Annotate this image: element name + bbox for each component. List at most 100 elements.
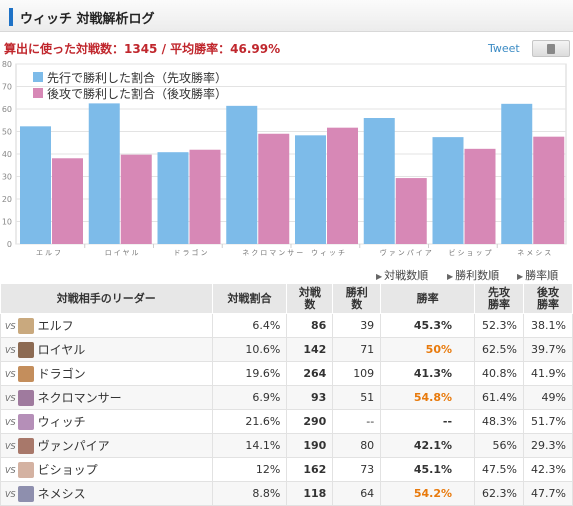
matches-cell: 118: [286, 481, 334, 506]
wins-cell: 109: [332, 361, 382, 386]
col-leader: 対戦相手のリーダー: [0, 283, 213, 314]
y-tick-label: 20: [2, 195, 12, 204]
x-tick-label: ヴァンパイア: [380, 248, 434, 257]
share-cell: 6.4%: [211, 313, 288, 338]
leader-avatar: [17, 365, 34, 382]
tweet-link[interactable]: Tweet: [488, 42, 520, 55]
bar-second: [120, 154, 152, 244]
winrate-cell: 54.2%: [380, 481, 476, 506]
col-first: 先攻勝率: [474, 283, 524, 314]
share-cell: 6.9%: [211, 385, 288, 410]
sort-bar: ▶ 対戦数順 ▶ 勝利数順 ▶ 勝率順: [0, 265, 573, 283]
x-tick-label: ドラゴン: [174, 248, 210, 257]
table-row: VS ウィッチ 21.6% 290 -- -- 48.3% 51.7%: [0, 409, 573, 434]
col-share: 対戦割合: [211, 283, 288, 314]
winrate-cell: 50%: [380, 337, 476, 362]
winrate-cell: 42.1%: [380, 433, 476, 458]
wins-cell: 39: [332, 313, 382, 338]
leader-name: ネメシス: [37, 487, 86, 501]
matches-cell: 93: [286, 385, 334, 410]
matches-cell: 86: [286, 313, 334, 338]
bar-second: [533, 136, 565, 244]
vs-label: VS: [5, 441, 16, 451]
bar-first: [501, 103, 533, 244]
bar-second: [258, 133, 290, 244]
share-icon: [547, 44, 555, 54]
bar-second: [395, 178, 427, 244]
sort-arrow-icon: ▶: [447, 272, 454, 281]
summary-text: 算出に使った対戦数：1345 / 平均勝率：46.99%: [4, 42, 281, 56]
vs-label: VS: [5, 321, 16, 331]
leader-cell: VS ウィッチ: [0, 409, 213, 434]
y-tick-label: 80: [2, 60, 12, 69]
x-tick-label: エルフ: [36, 249, 63, 257]
second-rate-cell: 42.3%: [522, 457, 573, 482]
leader-avatar: [17, 485, 34, 502]
winrate-cell: 45.1%: [380, 457, 476, 482]
vs-label: VS: [5, 369, 16, 379]
wins-cell: 71: [332, 337, 382, 362]
table-row: VS エルフ 6.4% 86 39 45.3% 52.3% 38.1%: [0, 313, 573, 338]
table-header-row: 対戦相手のリーダー 対戦割合 対戦数 勝利数 勝率 先攻勝率 後攻勝率: [0, 283, 573, 314]
table-row: VS ネクロマンサー 6.9% 93 51 54.8% 61.4% 49%: [0, 385, 573, 410]
page-title: ウィッチ 対戦解析ログ: [20, 12, 155, 27]
x-tick-label: ウィッチ: [311, 249, 347, 257]
table-row: VS ヴァンパイア 14.1% 190 80 42.1% 56% 29.3%: [0, 433, 573, 458]
bar-second: [52, 158, 83, 244]
leader-cell: VS ネクロマンサー: [0, 385, 213, 410]
first-rate-cell: 56%: [474, 433, 524, 458]
sort-by-winrate[interactable]: ▶ 勝率順: [517, 269, 559, 282]
sort-by-wins[interactable]: ▶ 勝利数順: [447, 269, 500, 282]
y-tick-label: 30: [2, 173, 12, 182]
vs-label: VS: [5, 465, 16, 475]
leader-cell: VS ヴァンパイア: [0, 433, 213, 458]
leader-avatar: [17, 437, 34, 454]
col-second: 後攻勝率: [522, 283, 573, 314]
matchup-table: 対戦相手のリーダー 対戦割合 対戦数 勝利数 勝率 先攻勝率 後攻勝率 VS エル…: [0, 283, 573, 506]
second-rate-cell: 38.1%: [522, 313, 573, 338]
bar-second: [189, 149, 221, 244]
winrate-cell: 54.8%: [380, 385, 476, 410]
leader-avatar: [17, 341, 34, 358]
y-tick-label: 70: [2, 83, 12, 92]
second-rate-cell: 49%: [522, 385, 573, 410]
col-winrate: 勝率: [380, 283, 476, 314]
matches-cell: 264: [286, 361, 334, 386]
legend-swatch: [33, 88, 43, 98]
winrate-cell: 41.3%: [380, 361, 476, 386]
share-cell: 21.6%: [211, 409, 288, 434]
y-tick-label: 0: [7, 240, 12, 249]
leader-name: ドラゴン: [37, 367, 86, 381]
share-button[interactable]: [532, 40, 570, 57]
sort-by-matches[interactable]: ▶ 対戦数順: [376, 269, 429, 282]
wins-cell: 73: [332, 457, 382, 482]
x-tick-label: ネメシス: [517, 249, 553, 257]
col-matches: 対戦数: [286, 283, 334, 314]
leader-name: ヴァンパイア: [37, 439, 110, 453]
x-tick-label: ビショップ: [449, 248, 494, 257]
leader-cell: VS ネメシス: [0, 481, 213, 506]
first-rate-cell: 52.3%: [474, 313, 524, 338]
first-rate-cell: 61.4%: [474, 385, 524, 410]
bar-first: [432, 137, 464, 244]
bar-first: [295, 135, 326, 244]
table-row: VS ビショップ 12% 162 73 45.1% 47.5% 42.3%: [0, 457, 573, 482]
bar-first: [88, 103, 120, 244]
share-cell: 19.6%: [211, 361, 288, 386]
first-rate-cell: 48.3%: [474, 409, 524, 434]
winrate-cell: --: [380, 409, 476, 434]
leader-avatar: [17, 317, 34, 334]
bar-first: [363, 118, 395, 244]
bar-first: [157, 152, 189, 244]
legend-label: 後攻で勝利した割合（後攻勝率）: [47, 86, 227, 101]
table-row: VS ネメシス 8.8% 118 64 54.2% 62.3% 47.7%: [0, 481, 573, 506]
bar-second: [464, 148, 496, 244]
y-tick-label: 10: [2, 218, 12, 227]
sort-arrow-icon: ▶: [376, 272, 383, 281]
legend-label: 先行で勝利した割合（先攻勝率）: [47, 70, 227, 85]
leader-cell: VS ドラゴン: [0, 361, 213, 386]
y-tick-label: 60: [2, 105, 12, 114]
vs-label: VS: [5, 345, 16, 355]
leader-name: ロイヤル: [37, 343, 86, 357]
table-row: VS ロイヤル 10.6% 142 71 50% 62.5% 39.7%: [0, 337, 573, 362]
